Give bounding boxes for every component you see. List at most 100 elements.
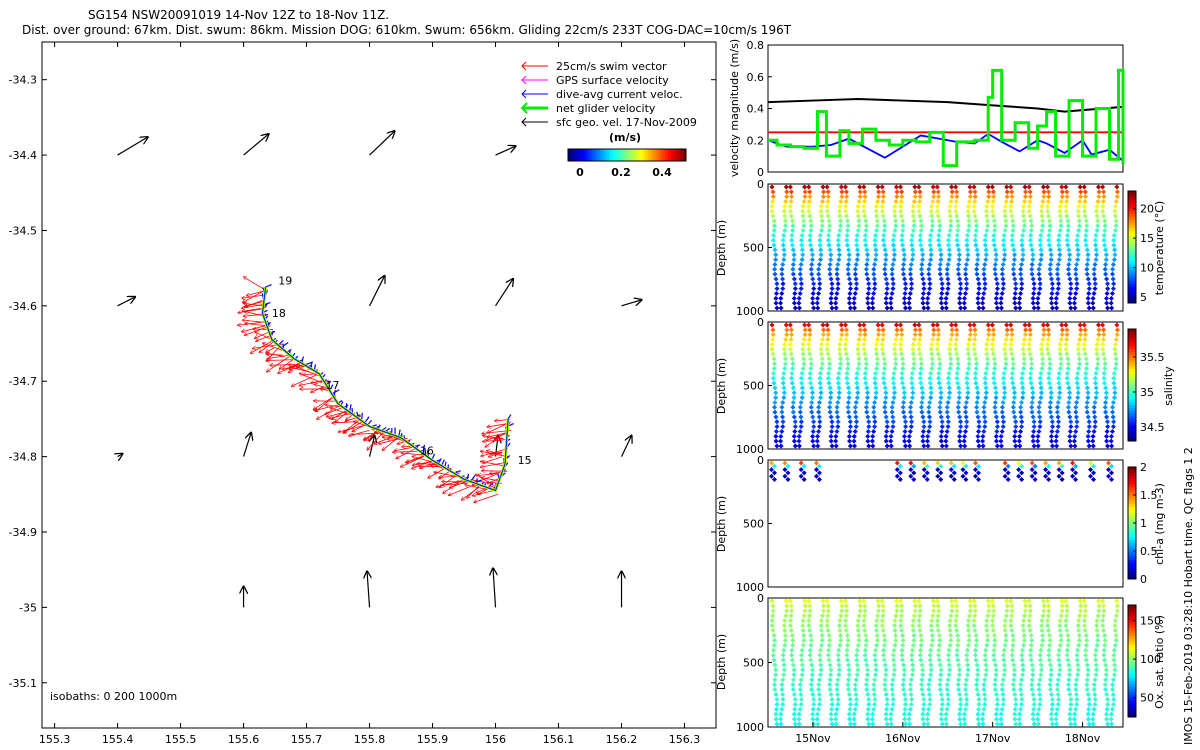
chla-point xyxy=(1032,477,1038,483)
section-point xyxy=(956,672,962,678)
section-point xyxy=(864,662,870,668)
section-point xyxy=(902,281,908,287)
section-point xyxy=(938,438,944,444)
section-point xyxy=(1049,696,1055,702)
section-point xyxy=(892,228,898,234)
section-point xyxy=(888,711,894,717)
section-point xyxy=(874,628,880,634)
section-point xyxy=(861,322,867,328)
section-point xyxy=(990,618,996,624)
section-point xyxy=(857,189,863,195)
section-point xyxy=(819,337,825,343)
section-point xyxy=(1050,424,1056,430)
section-point xyxy=(1064,232,1070,238)
map-y-axis: -34.3-34.4-34.5-34.6-34.7-34.8-34.9-35-3… xyxy=(9,74,716,690)
section-point xyxy=(791,433,797,439)
section-point xyxy=(1028,366,1034,372)
section-point xyxy=(802,608,808,614)
section-point xyxy=(829,290,835,296)
section-colorbar-cell xyxy=(1128,413,1136,417)
section-point xyxy=(779,404,785,410)
section-point xyxy=(1010,682,1016,688)
section-point xyxy=(806,199,812,205)
section-point xyxy=(1049,443,1055,449)
section-point xyxy=(1031,428,1037,434)
section-point xyxy=(842,322,848,328)
section-point xyxy=(984,642,990,648)
section-colorbar-cell xyxy=(1128,280,1136,284)
legend-dac-label: dive-avg current veloc. xyxy=(556,88,683,101)
section-colorbar-cell xyxy=(1128,478,1136,482)
section-point xyxy=(1074,261,1080,267)
section-point xyxy=(991,237,997,243)
section-point xyxy=(966,218,972,224)
section-point xyxy=(873,232,879,238)
section-point xyxy=(870,433,876,439)
section-point xyxy=(919,261,925,267)
section-point xyxy=(851,716,857,722)
section-point xyxy=(1081,184,1087,190)
section-point xyxy=(800,203,806,209)
section-point xyxy=(1009,327,1015,333)
section-point xyxy=(1019,261,1025,267)
section-point xyxy=(957,711,963,717)
section-point xyxy=(1004,322,1010,328)
section-point xyxy=(1012,691,1018,697)
section-point xyxy=(829,721,835,727)
section-point xyxy=(854,257,860,263)
section-point xyxy=(787,203,793,209)
section-point xyxy=(791,672,797,678)
geo-vector xyxy=(117,297,136,307)
section-point xyxy=(949,603,955,609)
section-point xyxy=(783,361,789,367)
section-point xyxy=(1047,223,1053,229)
section-colorbar-cell xyxy=(1128,368,1136,372)
section-point xyxy=(1039,346,1045,352)
dac-track-line xyxy=(262,286,509,492)
section-point xyxy=(1026,322,1032,328)
section-point xyxy=(1105,696,1111,702)
section-point xyxy=(1091,271,1097,277)
section-point xyxy=(1045,184,1051,190)
section-point xyxy=(1086,290,1092,296)
section-point xyxy=(899,628,905,634)
section-point xyxy=(980,433,986,439)
section-point xyxy=(1040,184,1046,190)
section-point xyxy=(1103,390,1109,396)
section-point xyxy=(975,667,981,673)
section-point xyxy=(828,691,834,697)
section-point xyxy=(1049,691,1055,697)
section-point xyxy=(974,687,980,693)
section-point xyxy=(967,332,973,338)
section-point xyxy=(938,257,944,263)
section-point xyxy=(863,361,869,367)
section-point xyxy=(854,281,860,287)
section-point xyxy=(937,682,943,688)
section-point xyxy=(975,672,981,678)
section-point xyxy=(981,404,987,410)
section-point xyxy=(1019,237,1025,243)
section-point xyxy=(1075,647,1081,653)
section-point xyxy=(1048,390,1054,396)
section-point xyxy=(825,613,831,619)
section-point xyxy=(863,682,869,688)
section-point xyxy=(1085,414,1091,420)
section-point xyxy=(1105,305,1111,311)
section-point xyxy=(1046,232,1052,238)
section-point xyxy=(993,257,999,263)
section-point xyxy=(1049,428,1055,434)
section-point xyxy=(1010,218,1016,224)
section-point xyxy=(816,424,822,430)
section-point xyxy=(947,642,953,648)
section-point xyxy=(1101,232,1107,238)
section-point xyxy=(865,667,871,673)
section-point xyxy=(881,370,887,376)
section-point xyxy=(993,252,999,258)
section-point xyxy=(1004,189,1010,195)
section-point xyxy=(884,701,890,707)
chla-point xyxy=(801,470,807,476)
section-point xyxy=(788,189,794,195)
colorbar-outline xyxy=(567,148,687,162)
section-point xyxy=(953,346,959,352)
section-point xyxy=(947,628,953,634)
